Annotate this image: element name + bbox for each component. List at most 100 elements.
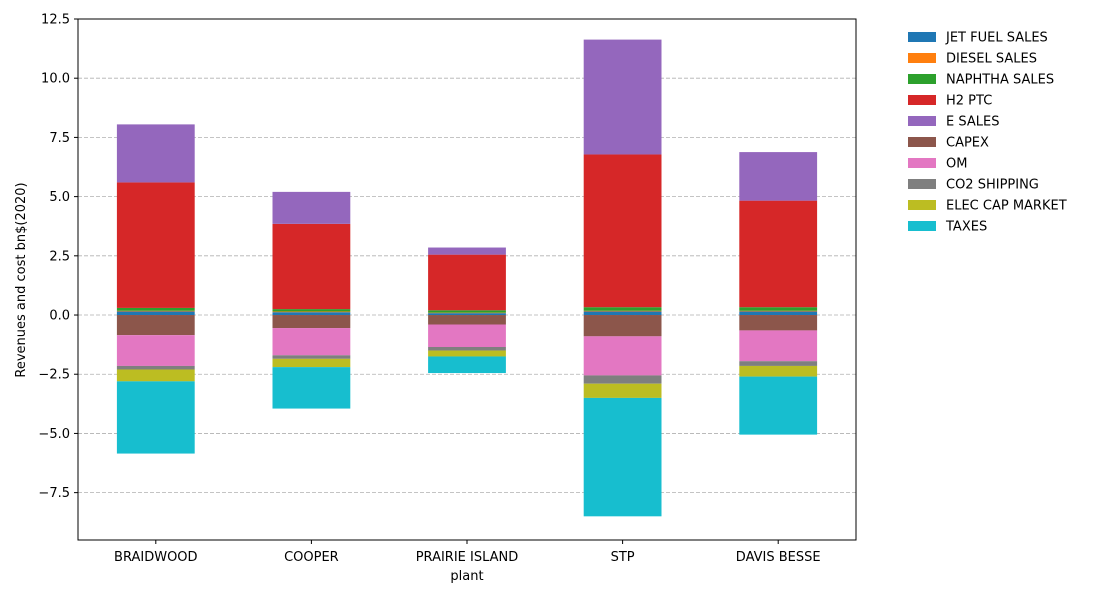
bar-segment [116, 365, 195, 370]
bar-segment [739, 365, 818, 377]
bar-segment [583, 154, 662, 308]
legend-label: CO2 SHIPPING [946, 178, 1039, 193]
legend-item[interactable]: E SALES [908, 115, 999, 130]
y-tick-label: 0.0 [49, 309, 70, 324]
bar-segment [116, 124, 195, 183]
bar-segment [116, 381, 195, 454]
legend-label: OM [946, 157, 967, 172]
bar-segment [583, 39, 662, 155]
bar-segment [739, 376, 818, 435]
bar-segment [583, 336, 662, 376]
bar-segment [428, 254, 506, 311]
bar-segment [428, 350, 506, 357]
bar-segment [428, 313, 506, 316]
y-tick-label: 10.0 [41, 72, 70, 87]
y-tick-label: 2.5 [49, 249, 70, 264]
y-tick-label: −2.5 [38, 368, 70, 383]
bar-segment [583, 307, 662, 311]
legend-item[interactable]: H2 PTC [908, 94, 992, 109]
legend-swatch [908, 116, 936, 126]
bar-segment [272, 355, 351, 359]
bar-segment [116, 335, 195, 366]
bar-segment [428, 310, 506, 313]
y-axis-label: Revenues and cost bn$(2020) [14, 182, 29, 377]
bar-segment [739, 307, 818, 311]
bar-segment [739, 315, 818, 331]
bar-segment [739, 310, 818, 312]
bar-segment [428, 312, 506, 314]
bar-segment [583, 397, 662, 517]
bar-segment [272, 358, 351, 368]
bar-segment [583, 315, 662, 337]
bar-segment [272, 191, 351, 224]
bar-segment [116, 182, 195, 308]
bar-segment [272, 312, 351, 316]
legend-swatch [908, 158, 936, 168]
legend-swatch [908, 221, 936, 231]
legend-label: JET FUEL SALES [945, 31, 1048, 46]
legend-item[interactable]: TAXES [908, 220, 987, 235]
legend-label: NAPHTHA SALES [946, 73, 1054, 88]
bar-segment [116, 307, 195, 311]
bar-segment [739, 311, 818, 316]
x-tick-label: DAVIS BESSE [736, 550, 821, 565]
bar-segment [272, 367, 351, 409]
bar-segment [583, 383, 662, 398]
bar-segment [583, 310, 662, 312]
bar-segment [116, 369, 195, 382]
x-axis-label: plant [450, 569, 483, 584]
bar-segment [583, 311, 662, 316]
bar-segment [116, 311, 195, 316]
legend-item[interactable]: DIESEL SALES [908, 52, 1037, 67]
x-axis: BRAIDWOOD COOPER PRAIRIE ISLAND STP DAVIS BE… [114, 540, 821, 565]
legend-swatch [908, 32, 936, 42]
legend-item[interactable]: JET FUEL SALES [908, 31, 1048, 46]
bar-segment [272, 311, 351, 313]
legend-swatch [908, 200, 936, 210]
bar-segment [116, 315, 195, 336]
legend-label: TAXES [945, 220, 987, 235]
legend-item[interactable]: OM [908, 157, 967, 172]
legend-item[interactable]: CAPEX [908, 136, 989, 151]
bar-segment [739, 361, 818, 366]
bar-segment [116, 310, 195, 312]
legend-swatch [908, 179, 936, 189]
bar-segment [739, 200, 818, 308]
y-tick-label: −5.0 [38, 427, 70, 442]
legend-swatch [908, 95, 936, 105]
y-tick-label: 12.5 [41, 13, 70, 28]
legend-item[interactable]: CO2 SHIPPING [908, 178, 1039, 193]
y-axis: −7.5 −5.0 −2.5 0.0 2.5 5.0 7.5 10.0 12.5 [38, 13, 78, 501]
bar-segment [272, 309, 351, 312]
y-tick-label: 7.5 [49, 131, 70, 146]
bar-segment [272, 223, 351, 310]
bars-layer [116, 39, 818, 517]
x-tick-label: BRAIDWOOD [114, 550, 198, 565]
legend-swatch [908, 74, 936, 84]
legend-swatch [908, 137, 936, 147]
legend-label: DIESEL SALES [946, 52, 1037, 67]
x-tick-label: STP [611, 550, 635, 565]
y-tick-label: −7.5 [38, 486, 70, 501]
bar-segment [739, 152, 818, 201]
bar-segment [428, 324, 506, 347]
legend-label: ELEC CAP MARKET [946, 199, 1067, 214]
legend-item[interactable]: NAPHTHA SALES [908, 73, 1054, 88]
bar-segment [428, 346, 506, 351]
y-tick-label: 5.0 [49, 190, 70, 205]
bar-segment [739, 330, 818, 362]
bar-segment [272, 328, 351, 356]
legend-swatch [908, 53, 936, 63]
x-tick-label: PRAIRIE ISLAND [416, 550, 519, 565]
bar-segment [428, 356, 506, 374]
legend-label: E SALES [946, 115, 999, 130]
legend-item[interactable]: ELEC CAP MARKET [908, 199, 1067, 214]
legend[interactable]: JET FUEL SALES DIESEL SALES NAPHTHA SALES H… [908, 31, 1067, 235]
x-tick-label: COOPER [284, 550, 339, 565]
legend-label: CAPEX [946, 136, 989, 151]
bar-segment [583, 375, 662, 384]
bar-segment [428, 247, 506, 255]
legend-label: H2 PTC [946, 94, 992, 109]
